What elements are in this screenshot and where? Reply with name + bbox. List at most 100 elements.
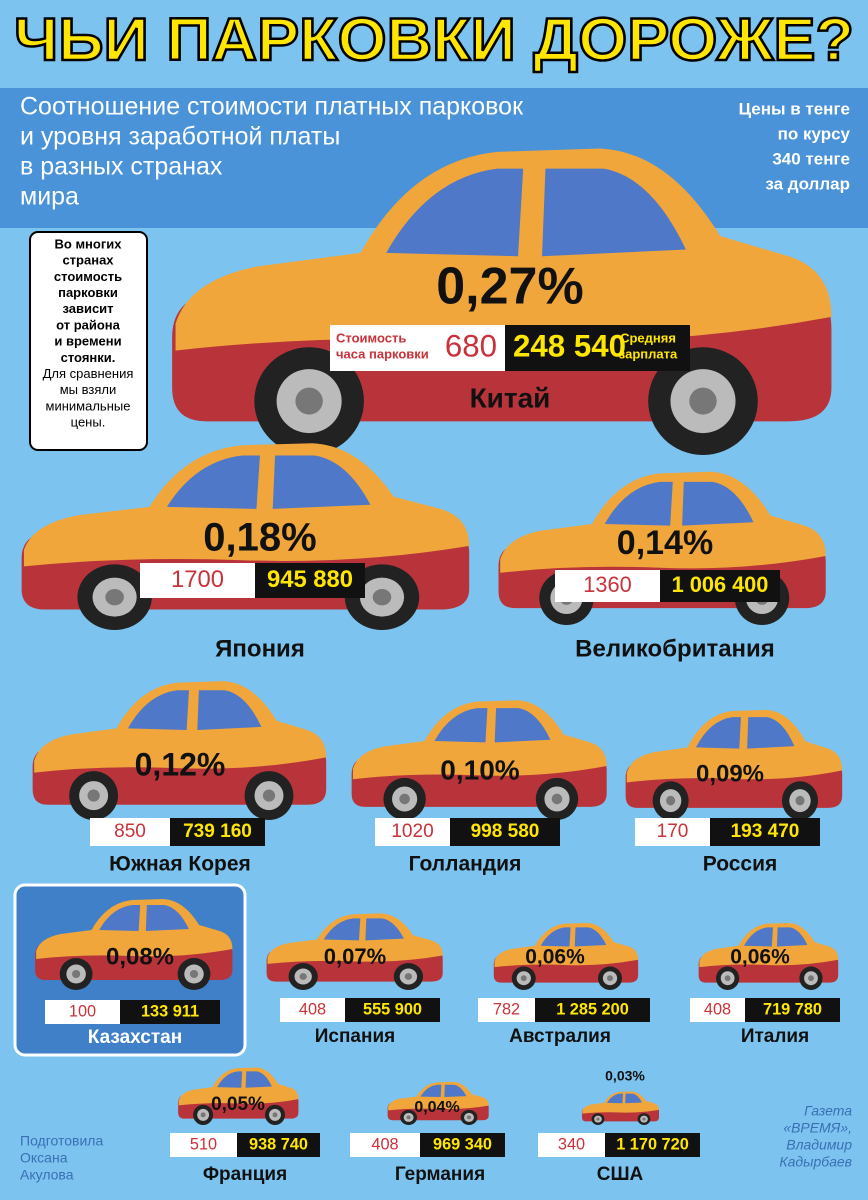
salary-value: 938 740	[249, 1135, 308, 1153]
parking-box	[538, 1133, 605, 1157]
salary-value: 133 911	[141, 1002, 199, 1020]
percent: 0,05%	[211, 1094, 265, 1115]
salary-value: 739 160	[183, 821, 252, 842]
country-name: Казахстан	[88, 1027, 182, 1048]
percent: 0,08%	[106, 943, 174, 970]
percent: 0,03%	[605, 1068, 645, 1084]
title: ЧЬИ ПАРКОВКИ ДОРОЖЕ?	[14, 6, 854, 73]
salary-box	[170, 818, 265, 846]
salary-value: 1 006 400	[672, 572, 769, 597]
sidebox-line: Для сравнения	[43, 366, 134, 381]
parking-value: 100	[69, 1002, 96, 1020]
salary-box	[237, 1133, 320, 1157]
country-name: Китай	[470, 382, 551, 413]
parking-value: 408	[371, 1135, 398, 1153]
salary-value: 998 580	[471, 821, 540, 842]
sidebox	[29, 231, 148, 451]
sidebox-line: от района	[56, 317, 121, 332]
parking-box	[635, 818, 710, 846]
country-name: Великобритания	[575, 635, 775, 662]
legend-salary: зарплата	[619, 346, 678, 361]
percent: 0,09%	[696, 760, 764, 787]
country-name: Россия	[703, 853, 778, 876]
parking-value: 1360	[583, 572, 631, 597]
content: Соотношение стоимости платных парковоки …	[20, 93, 852, 1185]
country-name: США	[597, 1164, 644, 1185]
parking-value: 1020	[391, 821, 433, 842]
percent: 0,18%	[203, 516, 316, 560]
legend-parking: Стоимость	[336, 330, 406, 345]
percent: 0,04%	[414, 1099, 459, 1116]
salary-box	[505, 325, 690, 371]
salary-box	[255, 563, 365, 598]
parking-value: 170	[657, 821, 689, 842]
note-line: Цены в тенге	[739, 99, 850, 118]
sidebox-line: мы взяли	[60, 382, 117, 397]
salary-box	[605, 1133, 700, 1157]
salary-value: 193 470	[731, 821, 800, 842]
sidebox-line: Во многих	[55, 236, 123, 251]
parking-box	[375, 818, 450, 846]
parking-value: 680	[445, 328, 497, 363]
subtitle-line: мира	[20, 183, 79, 211]
country-name: Южная Корея	[109, 853, 251, 876]
parking-value: 340	[558, 1135, 585, 1153]
sidebox-line: парковки	[58, 285, 118, 300]
salary-box	[745, 998, 840, 1022]
sidebox-line: зависит	[62, 301, 113, 316]
parking-box	[280, 998, 345, 1022]
note-line: 340 тенге	[772, 149, 850, 168]
parking-value: 850	[114, 821, 146, 842]
parking-box	[140, 563, 255, 598]
country-name: Австралия	[509, 1026, 611, 1047]
credit-right: Газета	[804, 1103, 852, 1119]
salary-value: 1 285 200	[556, 1000, 629, 1018]
subtitle-line: и уровня заработной платы	[20, 123, 340, 151]
parking-box	[330, 325, 505, 371]
parking-value: 408	[704, 1000, 731, 1018]
parking-box	[45, 1000, 120, 1024]
country-name: Голландия	[409, 853, 522, 876]
percent: 0,27%	[436, 258, 583, 316]
salary-value: 719 780	[763, 1000, 822, 1018]
percent: 0,06%	[730, 946, 790, 969]
salary-value: 969 340	[433, 1135, 492, 1153]
salary-box	[120, 1000, 220, 1024]
sidebox-line: минимальные	[46, 398, 131, 413]
country-name: Италия	[741, 1026, 809, 1047]
car	[582, 1091, 659, 1125]
sidebox-line: стоимость	[54, 269, 122, 284]
subtitle-line: Соотношение стоимости платных парковок	[20, 93, 524, 121]
parking-box	[90, 818, 170, 846]
salary-value: 248 540	[513, 328, 626, 363]
parking-box	[350, 1133, 420, 1157]
sidebox-line: цены.	[71, 415, 106, 430]
parking-value: 510	[190, 1135, 217, 1153]
credit-left: Подготовила	[20, 1133, 103, 1149]
country-name: Япония	[215, 635, 305, 662]
credit-right: «ВРЕМЯ»,	[783, 1120, 852, 1136]
salary-box	[420, 1133, 505, 1157]
salary-box	[535, 998, 650, 1022]
salary-value: 555 900	[363, 1000, 422, 1018]
credit-left: Акулова	[20, 1167, 74, 1183]
percent: 0,14%	[617, 524, 713, 562]
parking-value: 1700	[171, 566, 224, 593]
note-line: за доллар	[765, 174, 850, 193]
country-name: Германия	[395, 1164, 485, 1185]
parking-box	[555, 570, 660, 602]
percent: 0,10%	[440, 754, 519, 785]
parking-value: 782	[493, 1000, 520, 1018]
sidebox-line: странах	[62, 253, 114, 268]
parking-box	[170, 1133, 237, 1157]
percent: 0,06%	[525, 946, 585, 969]
percent: 0,12%	[135, 746, 226, 782]
country-name: Франция	[203, 1164, 287, 1185]
salary-box	[450, 818, 560, 846]
credit-right: Владимир	[786, 1137, 852, 1153]
note-line: по курсу	[778, 124, 851, 143]
legend-parking: часа парковки	[336, 346, 429, 361]
parking-value: 408	[299, 1000, 326, 1018]
